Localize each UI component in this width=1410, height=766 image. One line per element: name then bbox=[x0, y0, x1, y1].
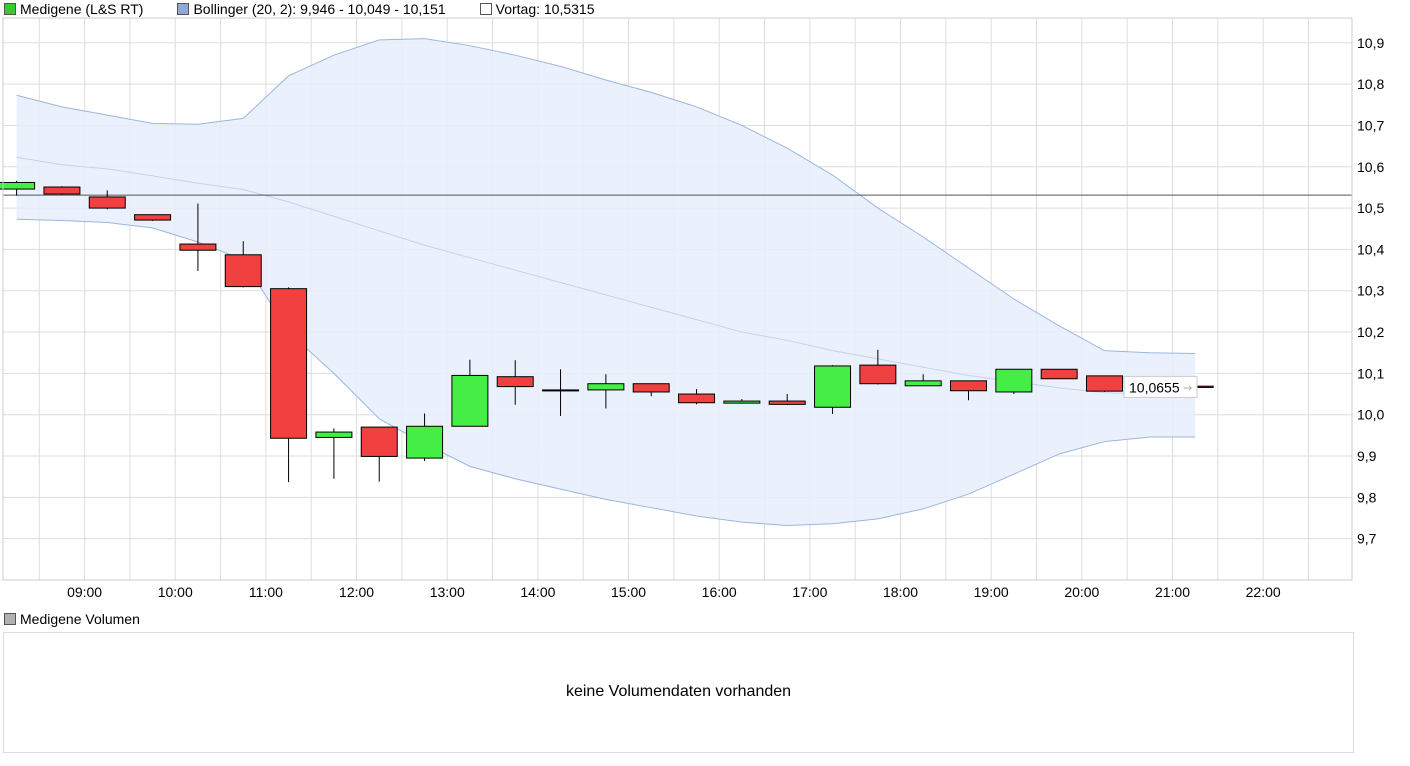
legend-vortag-label: Vortag: 10,5315 bbox=[495, 1, 595, 17]
x-tick-label: 09:00 bbox=[67, 584, 102, 600]
x-tick-label: 15:00 bbox=[611, 584, 646, 600]
instrument-swatch-icon bbox=[4, 3, 16, 15]
candle-body bbox=[950, 380, 988, 392]
last-price-label: 10,0655 bbox=[1129, 379, 1180, 395]
legend-vortag: Vortag: 10,5315 bbox=[479, 1, 595, 17]
candle-body bbox=[88, 196, 126, 209]
x-tick-label: 11:00 bbox=[249, 584, 283, 600]
x-tick-label: 20:00 bbox=[1064, 584, 1099, 600]
y-tick-label: 10,2 bbox=[1357, 324, 1384, 340]
candle-body bbox=[995, 368, 1033, 393]
y-tick-label: 10,7 bbox=[1357, 117, 1384, 133]
volume-legend: Medigene Volumen bbox=[0, 610, 140, 628]
candle-body bbox=[270, 288, 308, 439]
candle-body bbox=[43, 186, 81, 195]
y-tick-label: 10,3 bbox=[1357, 283, 1384, 299]
candle-body bbox=[632, 383, 670, 393]
bollinger-upper-line bbox=[16, 38, 1196, 355]
legend-bollinger-label: Bollinger (20, 2): 9,946 - 10,049 - 10,1… bbox=[193, 1, 446, 17]
candle-body bbox=[496, 376, 534, 388]
y-tick-label: 9,9 bbox=[1357, 448, 1377, 464]
volume-empty-message: keine Volumendaten vorhanden bbox=[565, 683, 792, 700]
volume-swatch-icon bbox=[4, 613, 16, 625]
candle-body bbox=[360, 426, 398, 457]
candle-body bbox=[134, 214, 172, 221]
y-tick-label: 10,4 bbox=[1357, 241, 1384, 257]
y-tick-label: 10,9 bbox=[1357, 35, 1384, 51]
price-chart: 9,7 9,8 9,9 10,0 10,1 10,2 10,3 10,4 10,5 10,6 10,… bbox=[0, 17, 1384, 600]
x-tick-label: 18:00 bbox=[883, 584, 918, 600]
y-tick-label: 10,5 bbox=[1357, 200, 1384, 216]
candle-body bbox=[1040, 368, 1078, 380]
candle-body bbox=[768, 400, 806, 405]
x-tick-label: 10:00 bbox=[158, 584, 193, 600]
arrow-right-icon: → bbox=[1183, 381, 1192, 394]
candle-body bbox=[678, 393, 716, 404]
vortag-swatch-icon bbox=[479, 3, 492, 15]
chart-legend: Medigene (L&S RT) Bollinger (20, 2): 9,9… bbox=[0, 0, 625, 18]
y-tick-label: 9,8 bbox=[1357, 489, 1377, 505]
legend-instrument: Medigene (L&S RT) bbox=[4, 1, 143, 17]
x-tick-label: 21:00 bbox=[1155, 584, 1190, 600]
candle-body bbox=[315, 431, 353, 438]
volume-legend-label: Medigene Volumen bbox=[20, 611, 140, 627]
candlesticks bbox=[0, 180, 1214, 483]
legend-bollinger: Bollinger (20, 2): 9,946 - 10,049 - 10,1… bbox=[177, 1, 446, 17]
candle-body bbox=[814, 365, 852, 408]
x-tick-label: 12:00 bbox=[339, 584, 374, 600]
volume-panel: keine Volumendaten vorhanden bbox=[3, 632, 1354, 753]
candle-body bbox=[0, 181, 36, 190]
bollinger-swatch-icon bbox=[177, 3, 190, 15]
y-tick-label: 9,7 bbox=[1357, 531, 1377, 547]
x-tick-label: 17:00 bbox=[792, 584, 827, 600]
y-tick-label: 10,6 bbox=[1357, 159, 1384, 175]
candle-body bbox=[542, 389, 580, 392]
candle-body bbox=[451, 374, 489, 427]
x-tick-label: 19:00 bbox=[974, 584, 1009, 600]
candle-body bbox=[587, 383, 625, 391]
candle-body bbox=[904, 380, 942, 387]
candle-body bbox=[224, 254, 262, 288]
x-tick-label: 13:00 bbox=[430, 584, 465, 600]
y-tick-label: 10,0 bbox=[1357, 407, 1384, 423]
chart-axes: 9,7 9,8 9,9 10,0 10,1 10,2 10,3 10,4 10,5 10,6 10,… bbox=[2, 17, 1384, 600]
candle-body bbox=[1086, 375, 1124, 392]
bollinger-band-fill bbox=[16, 38, 1196, 526]
candle-body bbox=[179, 243, 217, 251]
candle-body bbox=[859, 364, 897, 385]
x-tick-label: 22:00 bbox=[1246, 584, 1281, 600]
y-tick-label: 10,8 bbox=[1357, 76, 1384, 92]
x-tick-label: 16:00 bbox=[702, 584, 737, 600]
candle-body bbox=[406, 425, 444, 459]
candle-body bbox=[723, 400, 761, 404]
legend-instrument-label: Medigene (L&S RT) bbox=[20, 1, 144, 17]
x-tick-label: 14:00 bbox=[520, 584, 555, 600]
y-tick-label: 10,1 bbox=[1357, 365, 1384, 381]
last-price-box bbox=[1123, 375, 1198, 398]
plot-frame bbox=[2, 17, 1353, 581]
